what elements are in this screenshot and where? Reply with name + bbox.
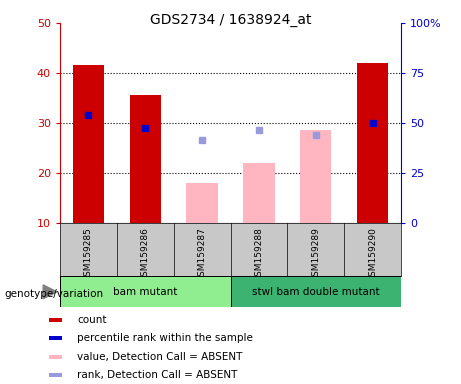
Text: GSM159287: GSM159287 — [198, 227, 207, 282]
Bar — [73, 65, 104, 223]
Text: count: count — [77, 315, 107, 325]
Polygon shape — [43, 285, 57, 299]
Text: GSM159289: GSM159289 — [311, 227, 320, 282]
Text: percentile rank within the sample: percentile rank within the sample — [77, 333, 254, 343]
Bar — [300, 130, 331, 223]
Bar — [243, 163, 275, 223]
Text: rank, Detection Call = ABSENT: rank, Detection Call = ABSENT — [77, 370, 238, 380]
Bar — [60, 276, 230, 307]
Text: GSM159286: GSM159286 — [141, 227, 150, 282]
Bar — [130, 95, 161, 223]
Bar — [49, 373, 62, 377]
Text: GSM159288: GSM159288 — [254, 227, 263, 282]
Text: value, Detection Call = ABSENT: value, Detection Call = ABSENT — [77, 352, 243, 362]
Text: stwl bam double mutant: stwl bam double mutant — [252, 287, 379, 297]
Bar — [49, 318, 62, 322]
Bar — [49, 355, 62, 359]
Text: bam mutant: bam mutant — [113, 287, 177, 297]
Bar — [357, 63, 388, 223]
Text: GSM159285: GSM159285 — [84, 227, 93, 282]
Text: GSM159290: GSM159290 — [368, 227, 377, 282]
Bar — [186, 183, 218, 223]
Bar — [49, 336, 62, 340]
Bar — [230, 276, 401, 307]
Text: GDS2734 / 1638924_at: GDS2734 / 1638924_at — [150, 13, 311, 27]
Text: genotype/variation: genotype/variation — [5, 289, 104, 299]
